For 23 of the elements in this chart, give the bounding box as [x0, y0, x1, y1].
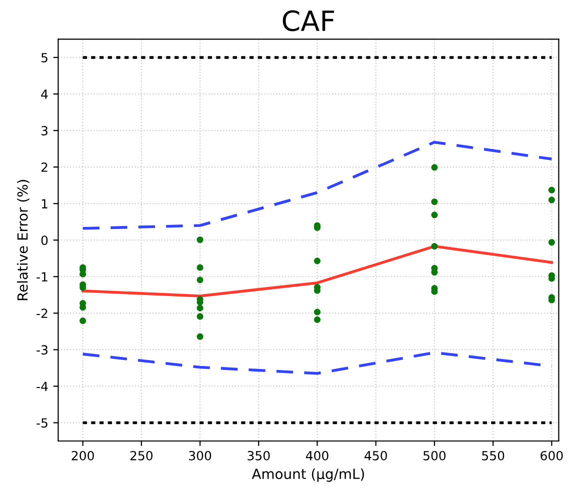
- x-tick-label: 450: [364, 450, 387, 460]
- x-tick-label: 400: [306, 450, 328, 460]
- x-tick-label: 250: [130, 450, 153, 460]
- x-tick-label: 550: [482, 450, 504, 460]
- y-tick-label: -4: [36, 382, 48, 391]
- y-tick-label: 1: [42, 199, 48, 208]
- y-tick-label: -1: [36, 272, 48, 282]
- y-tick-label: -3: [36, 345, 48, 355]
- y-tick-label: -5: [36, 418, 48, 428]
- y-tick-label: 3: [41, 126, 48, 136]
- y-tick-label: 5: [41, 53, 48, 62]
- x-tick-label: 350: [248, 450, 270, 460]
- y-tick-label: 0: [41, 236, 48, 246]
- y-tick-label: 2: [41, 162, 48, 172]
- chart-title: CAF: [282, 10, 334, 32]
- x-tick-label: 300: [189, 450, 212, 460]
- x-tick-label: 600: [540, 450, 563, 460]
- y-tick-label: 4: [41, 90, 48, 99]
- y-axis-title: Relative Error (%): [17, 180, 30, 300]
- y-tick-label: -2: [36, 308, 48, 318]
- x-tick-label: 500: [424, 450, 446, 460]
- x-axis-title: Amount (µg/mL): [252, 468, 364, 482]
- x-tick-label: 200: [72, 450, 94, 460]
